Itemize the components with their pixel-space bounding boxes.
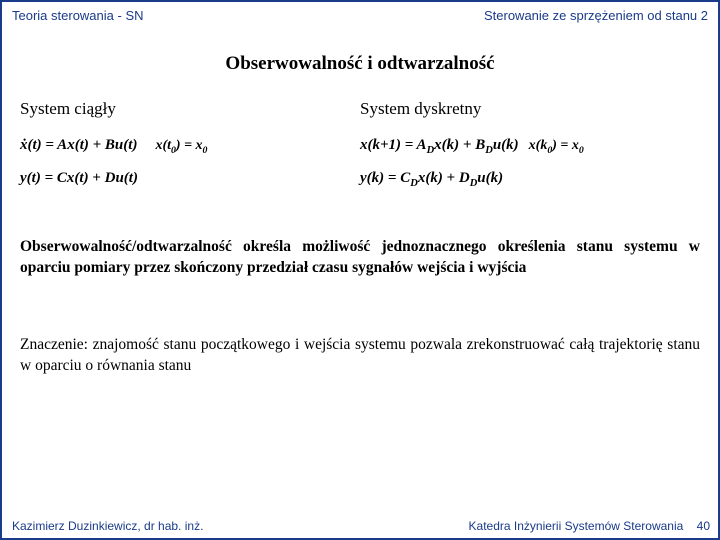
section-title: Obserwowalność i odtwarzalność (2, 53, 718, 75)
header-right: Sterowanie ze sprzężeniem od stanu 2 (484, 8, 708, 23)
discrete-column: System dyskretny x(k+1) = ADx(k) + BDu(k… (360, 99, 700, 195)
continuous-column: System ciągły ẋ(t) = Ax(t) + Bu(t) x(t0)… (20, 99, 360, 195)
continuous-equations: ẋ(t) = Ax(t) + Bu(t) x(t0) = x0 y(t) = C… (20, 129, 360, 195)
continuous-label: System ciągły (20, 99, 360, 119)
meaning-paragraph: Znaczenie: znajomość stanu początkowego … (2, 335, 718, 377)
slide-footer: Kazimierz Duzinkiewicz, dr hab. inż. Kat… (2, 519, 718, 533)
cont-state-eq: ẋ(t) = Ax(t) + Bu(t) x(t0) = x0 (20, 129, 360, 162)
discrete-equations: x(k+1) = ADx(k) + BDu(k) x(k0) = x0 y(k)… (360, 129, 700, 195)
slide-header: Teoria sterowania - SN Sterowanie ze spr… (2, 2, 718, 27)
content-columns: System ciągły ẋ(t) = Ax(t) + Bu(t) x(t0)… (2, 99, 718, 195)
footer-department: Katedra Inżynierii Systemów Sterowania (469, 519, 684, 533)
cont-output-eq: y(t) = Cx(t) + Du(t) (20, 162, 360, 195)
page-number: 40 (697, 519, 710, 533)
slide-frame: Teoria sterowania - SN Sterowanie ze spr… (0, 0, 720, 540)
definition-paragraph: Obserwowalność/odtwarzalność określa moż… (2, 237, 718, 279)
disc-output-eq: y(k) = CDx(k) + DDu(k) (360, 162, 700, 195)
header-left: Teoria sterowania - SN (12, 8, 144, 23)
discrete-label: System dyskretny (360, 99, 700, 119)
disc-state-eq: x(k+1) = ADx(k) + BDu(k) x(k0) = x0 (360, 129, 700, 162)
footer-author: Kazimierz Duzinkiewicz, dr hab. inż. (12, 519, 203, 533)
